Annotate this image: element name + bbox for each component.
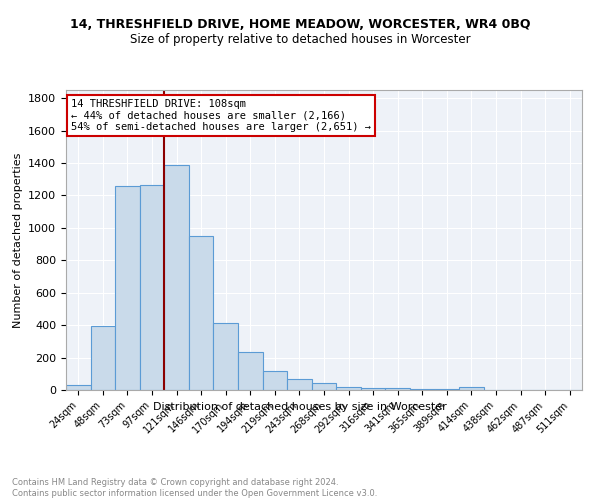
Bar: [66, 385, 91, 390]
Bar: [410, 389, 434, 390]
Bar: [385, 388, 410, 390]
Text: Distribution of detached houses by size in Worcester: Distribution of detached houses by size …: [153, 402, 447, 412]
Bar: [164, 164, 189, 390]
Text: Size of property relative to detached houses in Worcester: Size of property relative to detached ho…: [130, 32, 470, 46]
Text: 14 THRESHFIELD DRIVE: 108sqm
← 44% of detached houses are smaller (2,166)
54% of: 14 THRESHFIELD DRIVE: 108sqm ← 44% of de…: [71, 99, 371, 132]
Bar: [361, 388, 385, 390]
Bar: [312, 382, 336, 390]
Bar: [140, 185, 164, 390]
Bar: [263, 372, 287, 390]
Y-axis label: Number of detached properties: Number of detached properties: [13, 152, 23, 328]
Bar: [238, 352, 263, 390]
Bar: [91, 326, 115, 390]
Bar: [459, 387, 484, 390]
Bar: [336, 387, 361, 390]
Bar: [115, 186, 140, 390]
Bar: [214, 322, 238, 390]
Bar: [189, 236, 214, 390]
Text: 14, THRESHFIELD DRIVE, HOME MEADOW, WORCESTER, WR4 0BQ: 14, THRESHFIELD DRIVE, HOME MEADOW, WORC…: [70, 18, 530, 30]
Bar: [287, 378, 312, 390]
Text: Contains HM Land Registry data © Crown copyright and database right 2024.
Contai: Contains HM Land Registry data © Crown c…: [12, 478, 377, 498]
Bar: [434, 389, 459, 390]
